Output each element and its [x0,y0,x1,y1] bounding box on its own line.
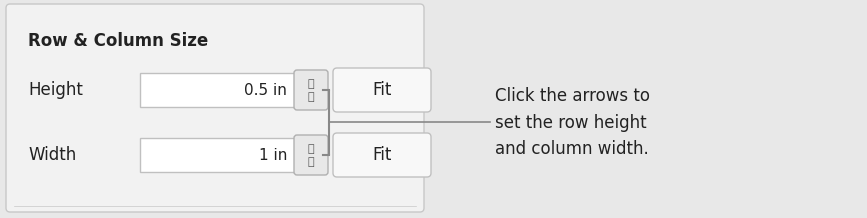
Text: ﹀: ﹀ [308,92,315,102]
FancyBboxPatch shape [140,73,295,107]
FancyBboxPatch shape [6,4,424,212]
Text: Width: Width [28,146,76,164]
Text: ︿: ︿ [308,144,315,154]
FancyBboxPatch shape [333,68,431,112]
Text: ﹀: ﹀ [308,157,315,167]
FancyBboxPatch shape [294,135,328,175]
Text: Row & Column Size: Row & Column Size [28,32,208,50]
FancyBboxPatch shape [294,70,328,110]
Text: Fit: Fit [372,146,392,164]
Text: Fit: Fit [372,81,392,99]
Text: Click the arrows to
set the row height
and column width.: Click the arrows to set the row height a… [495,87,650,158]
Text: 0.5 in: 0.5 in [244,82,287,97]
Text: Height: Height [28,81,83,99]
Text: 1 in: 1 in [258,148,287,162]
FancyBboxPatch shape [140,138,295,172]
Text: ︿: ︿ [308,79,315,89]
FancyBboxPatch shape [333,133,431,177]
